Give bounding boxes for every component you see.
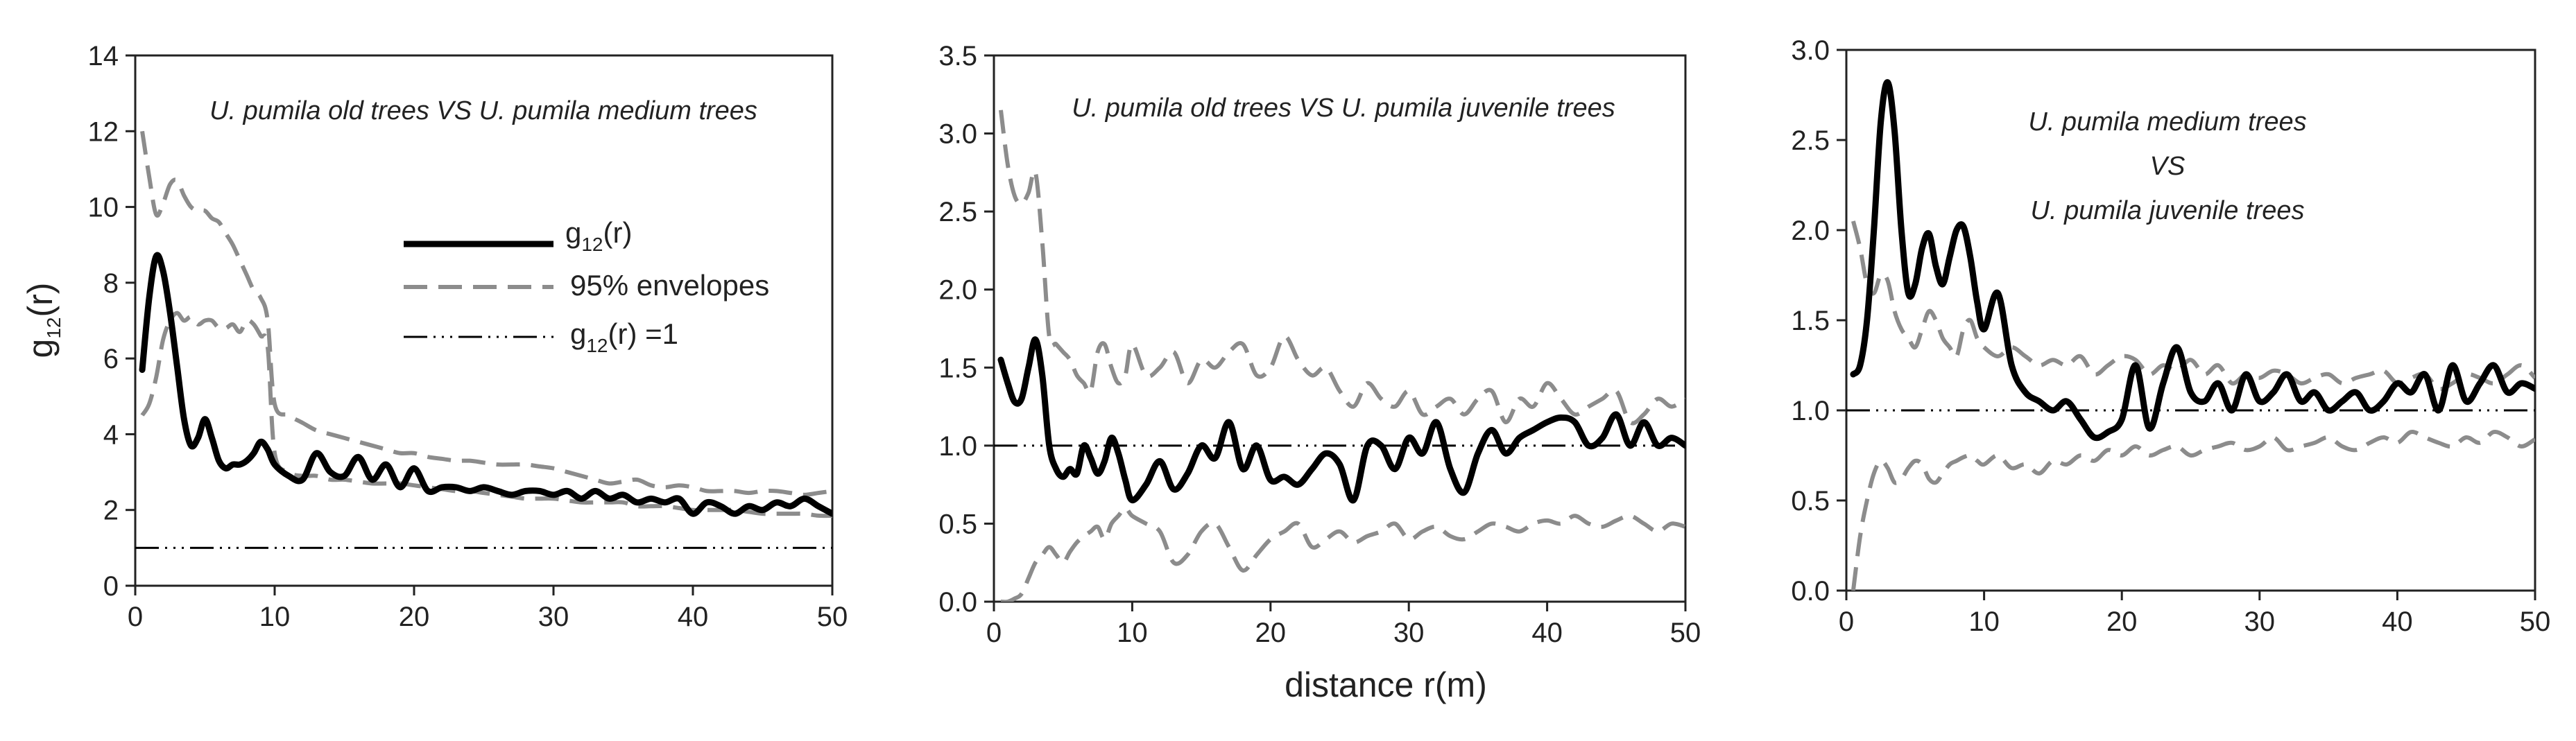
series-observed [139,252,832,517]
legend-label-envelope: 95% envelopes [570,269,769,302]
series-envelope-upper [140,130,832,497]
series-envelope-upper [1851,220,2535,392]
y-tick-label: 3.0 [1791,35,1830,66]
plot-frame [993,54,1687,603]
y-tick-label: 0.5 [938,509,977,539]
y-tick-label: 1.5 [938,353,977,383]
x-tick-label: 50 [2520,607,2551,637]
x-axis-title: distance r(m) [1285,665,1487,704]
plot-frame [134,54,834,587]
x-tick-label: 10 [1968,607,2000,637]
y-tick-label: 2.0 [938,275,977,306]
y-tick-label: 2 [103,496,119,526]
y-tick-label: 1.5 [1791,306,1830,336]
panel-2: 0.0 0.5 1.0 1.5 2.0 2.5 3.0 3.5 0 10 20 30 40 50 U. pu… [938,41,1701,648]
y-tick-label: 2.5 [1791,125,1830,156]
panel-annotation: U. pumila old trees VS U. pumila medium … [209,96,757,125]
y-tick-label: 1.0 [1791,396,1830,426]
series-envelope-lower [1851,430,2535,591]
y-tick-label: 6 [103,344,119,374]
y-tick-label: 2.0 [1791,216,1830,246]
panel-annotation: U. pumila old trees VS U. pumila juvenil… [1072,94,1615,123]
x-tick-label: 0 [1839,607,1854,637]
panel-annotation: U. pumila medium trees [2028,107,2306,137]
x-tick-label: 10 [1117,618,1148,648]
series-group [135,130,832,549]
x-tick-label: 20 [1255,618,1287,648]
y-tick-label: 8 [103,268,119,299]
y-tick-label: 0.0 [938,587,977,618]
series-envelope-lower [1000,505,1685,602]
legend-label-observed: g12(r) [565,216,632,255]
panel-annotation: U. pumila juvenile trees [2031,196,2305,225]
panel-3: 0.0 0.5 1.0 1.5 2.0 2.5 3.0 0 10 20 30 40 50 U. pumil… [1791,35,2550,637]
y-tick-label: 10 [88,193,119,223]
x-tick-label: 0 [986,618,1002,648]
x-tick-label: 10 [259,602,291,632]
x-tick-label: 30 [1393,618,1425,648]
x-tick-label: 0 [128,602,143,632]
legend: g12(r) 95% envelopes g12(r) =1 [404,216,769,356]
y-tick-label: 4 [103,419,119,450]
panel-1: 0 2 4 6 8 10 12 14 0 10 20 30 40 50 U. pumila old tree… [21,41,848,632]
x-tick-label: 30 [2244,607,2276,637]
y-tick-label: 14 [88,41,119,71]
y-tick-label: 2.5 [938,197,977,227]
x-tick-label: 40 [2382,607,2413,637]
x-tick-label: 30 [538,602,569,632]
series-envelope-upper [998,110,1685,426]
y-tick-label: 0.5 [1791,486,1830,516]
panel-annotation: VS [2150,152,2186,181]
y-axis-title: g12(r) [21,283,65,358]
x-tick-label: 50 [1670,618,1701,648]
legend-label-reference: g12(r) =1 [570,317,678,356]
y-tick-label: 0 [103,571,119,602]
series-group [994,110,1685,602]
y-tick-label: 1.0 [938,431,977,462]
x-tick-label: 40 [1531,618,1563,648]
series-observed [1850,79,2535,442]
y-tick-label: 0.0 [1791,576,1830,607]
series-observed [997,336,1685,504]
x-tick-label: 50 [817,602,848,632]
y-tick-label: 3.0 [938,119,977,150]
series-envelope-lower [140,311,832,518]
series-group [1846,79,2535,591]
y-tick-label: 3.5 [938,41,977,71]
x-tick-label: 40 [678,602,709,632]
x-tick-label: 20 [2106,607,2138,637]
y-tick-label: 12 [88,116,119,147]
x-tick-label: 20 [399,602,430,632]
